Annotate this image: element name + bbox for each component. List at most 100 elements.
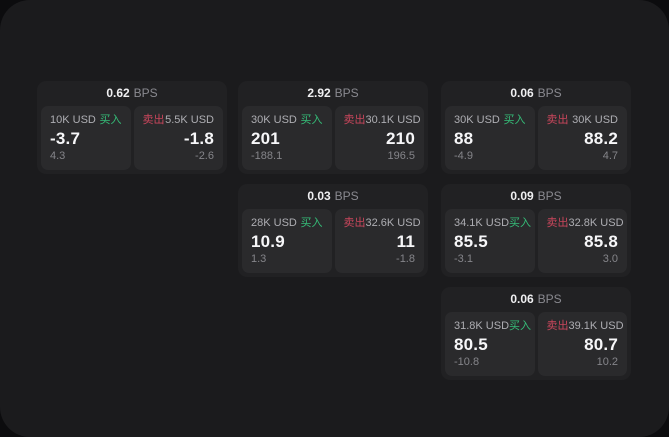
bps-value: 2.92 <box>307 86 331 100</box>
card-header: 0.09 BPS <box>441 184 631 209</box>
card-header: 0.03 BPS <box>238 184 428 209</box>
buy-panel-top: 30K USD 买入 <box>251 114 323 127</box>
buy-panel-top: 34.1K USD 买入 <box>454 217 531 230</box>
buy-panel[interactable]: 10K USD 买入 -3.7 4.3 <box>41 106 131 170</box>
buy-side-label: 买入 <box>300 217 323 229</box>
quote-card: 2.92 BPS 30K USD 买入 201 -188.1 卖出 30.1K … <box>238 81 428 174</box>
bps-unit-label: BPS <box>537 189 562 203</box>
sell-panel-top: 卖出 32.6K USD <box>343 217 421 230</box>
sell-side-label: 卖出 <box>546 114 569 126</box>
sell-panel[interactable]: 卖出 5.5K USD -1.8 -2.6 <box>133 106 223 170</box>
buy-panel[interactable]: 30K USD 买入 201 -188.1 <box>242 106 332 170</box>
buy-amount: 31.8K USD <box>454 320 510 332</box>
bps-value: 0.06 <box>510 86 534 100</box>
buy-panel[interactable]: 30K USD 买入 88 -4.9 <box>445 106 535 170</box>
buy-panel-top: 30K USD 买入 <box>454 114 526 127</box>
quote-card: 0.03 BPS 28K USD 买入 10.9 1.3 卖出 32.6K US… <box>238 184 428 277</box>
card-body: 10K USD 买入 -3.7 4.3 卖出 5.5K USD -1.8 -2.… <box>37 106 227 170</box>
sell-panel[interactable]: 卖出 32.8K USD 85.8 3.0 <box>537 209 627 273</box>
card-header: 0.06 BPS <box>441 287 631 312</box>
sell-price: 80.7 <box>584 334 618 354</box>
sell-delta: 196.5 <box>387 150 415 162</box>
buy-price: 201 <box>251 128 280 148</box>
buy-side-label: 买入 <box>99 114 122 126</box>
sell-panel-top: 卖出 5.5K USD <box>143 114 215 127</box>
sell-delta: -1.8 <box>396 253 415 265</box>
bps-value: 0.09 <box>510 189 534 203</box>
sell-amount: 30.1K USD <box>365 114 421 126</box>
buy-amount: 30K USD <box>454 114 500 126</box>
bps-unit-label: BPS <box>133 86 158 100</box>
sell-amount: 32.8K USD <box>568 217 624 229</box>
sell-panel-top: 卖出 32.8K USD <box>546 217 624 230</box>
sell-panel[interactable]: 卖出 32.6K USD 11 -1.8 <box>334 209 424 273</box>
sell-panel[interactable]: 卖出 30K USD 88.2 4.7 <box>537 106 627 170</box>
card-body: 30K USD 买入 88 -4.9 卖出 30K USD 88.2 4.7 <box>441 106 631 170</box>
buy-delta: -188.1 <box>251 150 283 162</box>
bps-value: 0.03 <box>307 189 331 203</box>
sell-price: 11 <box>396 231 415 251</box>
buy-side-label: 买入 <box>300 114 323 126</box>
buy-amount: 30K USD <box>251 114 297 126</box>
sell-side-label: 卖出 <box>546 320 569 332</box>
buy-price: 88 <box>454 128 474 148</box>
card-header: 0.62 BPS <box>37 81 227 106</box>
quote-card: 0.06 BPS 30K USD 买入 88 -4.9 卖出 30K USD 8… <box>441 81 631 174</box>
buy-delta: 1.3 <box>251 253 267 265</box>
sell-amount: 32.6K USD <box>365 217 421 229</box>
buy-panel[interactable]: 31.8K USD 买入 80.5 -10.8 <box>445 312 535 376</box>
card-body: 34.1K USD 买入 85.5 -3.1 卖出 32.8K USD 85.8… <box>441 209 631 273</box>
bps-unit-label: BPS <box>537 86 562 100</box>
sell-delta: 4.7 <box>602 150 618 162</box>
sell-amount: 30K USD <box>572 114 618 126</box>
quote-card: 0.09 BPS 34.1K USD 买入 85.5 -3.1 卖出 32.8K… <box>441 184 631 277</box>
sell-panel-top: 卖出 30K USD <box>547 114 619 127</box>
bps-unit-label: BPS <box>537 292 562 306</box>
buy-panel[interactable]: 28K USD 买入 10.9 1.3 <box>242 209 332 273</box>
bps-value: 0.62 <box>106 86 130 100</box>
card-body: 31.8K USD 买入 80.5 -10.8 卖出 39.1K USD 80.… <box>441 312 631 376</box>
sell-delta: 10.2 <box>596 356 618 368</box>
buy-delta: 4.3 <box>50 150 66 162</box>
sell-side-label: 卖出 <box>343 217 366 229</box>
card-header: 2.92 BPS <box>238 81 428 106</box>
buy-amount: 10K USD <box>50 114 96 126</box>
buy-price: -3.7 <box>50 128 81 148</box>
bps-value: 0.06 <box>510 292 534 306</box>
card-header: 0.06 BPS <box>441 81 631 106</box>
sell-delta: 3.0 <box>602 253 618 265</box>
buy-delta: -3.1 <box>454 253 473 265</box>
buy-side-label: 买入 <box>509 217 532 229</box>
buy-panel-top: 28K USD 买入 <box>251 217 323 230</box>
sell-price: 210 <box>386 128 415 148</box>
sell-amount: 5.5K USD <box>165 114 214 126</box>
card-body: 28K USD 买入 10.9 1.3 卖出 32.6K USD 11 -1.8 <box>238 209 428 273</box>
buy-side-label: 买入 <box>503 114 526 126</box>
buy-panel-top: 31.8K USD 买入 <box>454 320 531 333</box>
sell-price: 88.2 <box>584 128 618 148</box>
quote-card: 0.06 BPS 31.8K USD 买入 80.5 -10.8 卖出 39.1… <box>441 287 631 380</box>
sell-panel[interactable]: 卖出 30.1K USD 210 196.5 <box>334 106 424 170</box>
buy-delta: -10.8 <box>454 356 480 368</box>
sell-side-label: 卖出 <box>343 114 366 126</box>
sell-panel[interactable]: 卖出 39.1K USD 80.7 10.2 <box>537 312 627 376</box>
buy-price: 10.9 <box>251 231 285 251</box>
bps-unit-label: BPS <box>334 189 359 203</box>
buy-price: 85.5 <box>454 231 488 251</box>
sell-side-label: 卖出 <box>546 217 569 229</box>
card-body: 30K USD 买入 201 -188.1 卖出 30.1K USD 210 1… <box>238 106 428 170</box>
sell-delta: -2.6 <box>195 150 214 162</box>
quote-card: 0.62 BPS 10K USD 买入 -3.7 4.3 卖出 5.5K USD… <box>37 81 227 174</box>
buy-price: 80.5 <box>454 334 488 354</box>
bps-unit-label: BPS <box>334 86 359 100</box>
sell-panel-top: 卖出 30.1K USD <box>343 114 421 127</box>
sell-panel-top: 卖出 39.1K USD <box>546 320 624 333</box>
sell-side-label: 卖出 <box>142 114 165 126</box>
buy-panel[interactable]: 34.1K USD 买入 85.5 -3.1 <box>445 209 535 273</box>
sell-price: 85.8 <box>584 231 618 251</box>
buy-side-label: 买入 <box>509 320 532 332</box>
buy-amount: 34.1K USD <box>454 217 510 229</box>
buy-delta: -4.9 <box>454 150 473 162</box>
